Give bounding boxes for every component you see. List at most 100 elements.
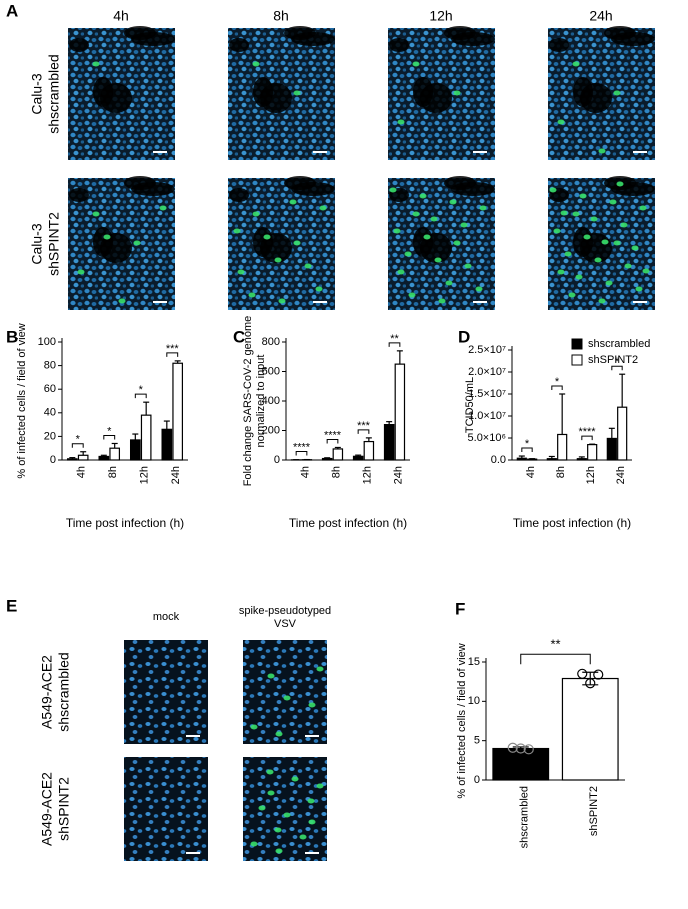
infected-cell <box>283 695 291 701</box>
x-axis-label: Time post infection (h) <box>289 516 407 530</box>
error-bar <box>111 442 118 449</box>
infected-cell <box>598 298 606 304</box>
significance-bracket <box>388 342 401 347</box>
bar <box>332 448 344 461</box>
gap <box>124 26 156 40</box>
bar <box>363 440 375 461</box>
infected-cell <box>275 731 283 737</box>
significance-bracket <box>581 435 593 441</box>
error-bar <box>578 456 585 459</box>
micrograph <box>124 757 208 861</box>
data-point <box>585 678 596 689</box>
gap <box>93 227 113 257</box>
row-label: Calu-3 <box>29 73 45 114</box>
bar <box>129 439 141 461</box>
infected-cell <box>307 798 315 804</box>
bar <box>546 458 557 461</box>
infected-cell <box>598 148 606 154</box>
significance-bracket <box>357 429 370 434</box>
infected-cell <box>583 234 591 240</box>
bar <box>557 433 568 461</box>
legend-label: shSPINT2 <box>588 354 638 366</box>
infected-cell <box>291 776 299 782</box>
gap <box>284 176 316 190</box>
row-label: shSPINT2 <box>56 777 72 841</box>
column-header: 8h <box>273 8 289 24</box>
infected-cell <box>449 199 457 205</box>
infected-cell <box>631 245 639 251</box>
infected-cell <box>315 286 323 292</box>
x-tick-label: 4h <box>299 466 311 478</box>
infected-cell <box>393 228 401 234</box>
column-header: mock <box>153 611 180 623</box>
significance-label: * <box>76 434 81 446</box>
x-axis-label: Time post infection (h) <box>66 516 184 530</box>
y-tick-label: 40 <box>44 407 56 419</box>
infected-cell <box>434 257 442 263</box>
infected-cell <box>118 298 126 304</box>
x-tick-label: 8h <box>555 466 567 478</box>
bar <box>576 458 587 461</box>
infected-cell <box>553 228 561 234</box>
data-point <box>593 669 604 680</box>
row-label: shscrambled <box>56 652 72 731</box>
infected-cell <box>445 280 453 286</box>
x-axis-label: Time post infection (h) <box>513 516 631 530</box>
gap <box>413 77 433 107</box>
legend-swatch <box>571 354 583 366</box>
infected-cell <box>453 90 461 96</box>
row-label: A549-ACE2 <box>39 655 55 729</box>
error-bar <box>143 401 150 416</box>
y-tick-label: 80 <box>44 360 56 372</box>
bar <box>77 454 89 461</box>
significance-label: * <box>107 425 112 437</box>
infected-cell <box>479 205 487 211</box>
infected-cell <box>319 205 327 211</box>
data-point <box>507 742 518 753</box>
infected-cell <box>159 205 167 211</box>
infected-cell <box>549 187 557 193</box>
bar <box>587 444 598 461</box>
infected-cell <box>92 211 100 217</box>
bar <box>383 424 395 461</box>
gap <box>253 227 273 257</box>
column-header: 12h <box>429 8 452 24</box>
bar <box>617 406 628 461</box>
y-tick-label: 0 <box>474 774 480 786</box>
x-tick-label: shSPINT2 <box>588 786 600 836</box>
bar <box>516 457 527 461</box>
significance-label: * <box>555 376 560 388</box>
bar <box>321 457 333 461</box>
error-bar <box>518 455 525 459</box>
error-bar <box>324 457 331 459</box>
panel-letter: B <box>6 327 18 346</box>
infected-cell <box>453 240 461 246</box>
y-tick-label: 1.5×10⁷ <box>468 388 506 400</box>
row-label: A549-ACE2 <box>39 772 55 846</box>
gap <box>444 26 476 40</box>
panel-letter: A <box>6 1 18 20</box>
gap <box>253 77 273 107</box>
y-tick-label: 5 <box>474 735 480 747</box>
y-axis-label: Fold change SARS-CoV-2 genome <box>242 316 254 487</box>
error-bar <box>163 420 170 430</box>
infected-cell <box>267 790 275 796</box>
data-point <box>523 744 534 755</box>
x-tick-label: 8h <box>330 466 342 478</box>
significance-bracket <box>326 438 339 444</box>
gap <box>229 188 249 202</box>
y-tick-label: 0 <box>274 454 280 466</box>
infected-cell <box>475 286 483 292</box>
gap <box>229 38 249 52</box>
significance-label: * <box>139 384 144 396</box>
infected-cell <box>252 61 260 67</box>
significance-bracket <box>551 385 563 390</box>
bar <box>66 458 78 461</box>
infected-cell <box>564 251 572 257</box>
data-point <box>515 743 526 754</box>
infected-cell <box>613 240 621 246</box>
bar <box>172 362 184 461</box>
significance-label: **** <box>293 441 311 453</box>
data-point <box>577 668 588 679</box>
error-bar <box>69 457 76 459</box>
